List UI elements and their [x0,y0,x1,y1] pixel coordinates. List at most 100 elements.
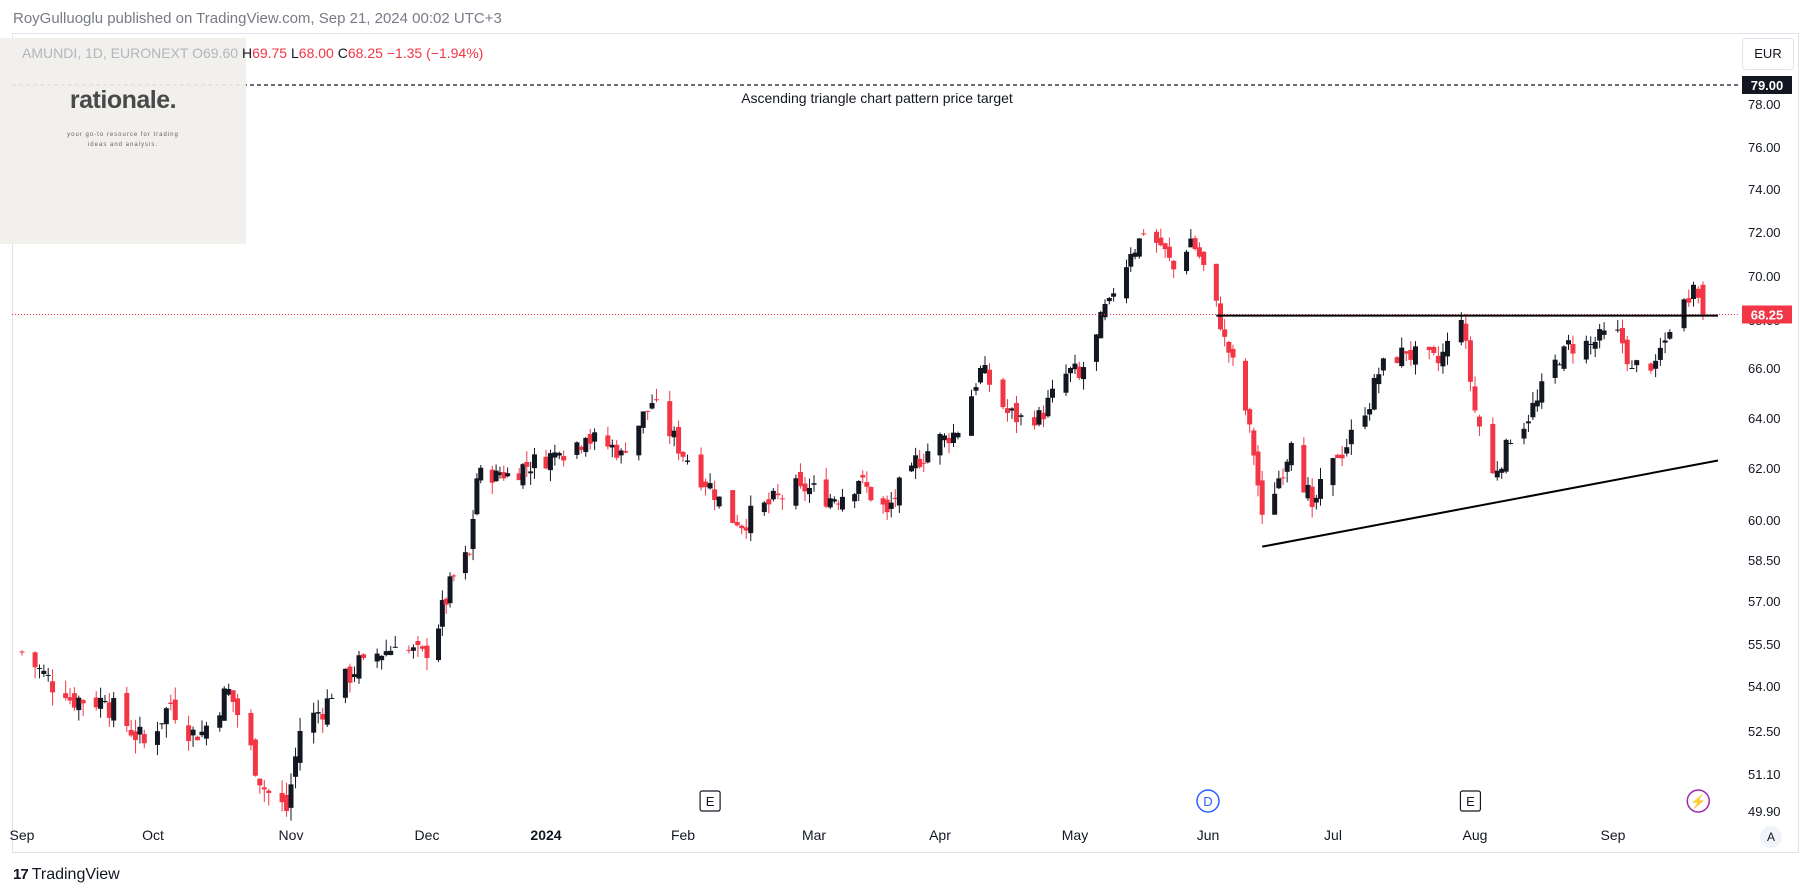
candle-body [1648,363,1654,371]
candle-body [1344,447,1350,454]
y-tick-label: 78.00 [1748,97,1781,112]
candle-body [257,778,263,786]
candle-body [172,699,178,721]
candle-body [623,451,629,453]
candle-body [436,628,442,661]
candle-body [1435,355,1441,364]
candle-body [1063,373,1069,393]
candle-body [106,702,112,718]
candle-body [1335,454,1341,458]
dividend-marker-label: D [1203,794,1212,809]
candle-body [1691,284,1697,299]
candle-body [707,483,713,489]
y-tick-label: 52.50 [1748,724,1781,739]
candle-body [186,725,192,742]
candle-body [543,456,549,469]
currency-button[interactable]: EUR [1742,38,1794,70]
high-value: 69.75 [252,45,288,61]
y-tick-label: 58.50 [1748,553,1781,568]
auto-scale-button[interactable]: A [1760,826,1782,848]
candle-body [552,452,558,458]
candle-body [493,470,499,482]
candle-body [1076,366,1082,378]
candle-body [1196,247,1202,257]
candle-body [667,401,673,437]
symbol-label[interactable]: AMUNDI, 1D, EURONEXT [22,45,189,61]
candle-body [524,462,530,467]
candle-body [716,496,722,507]
candle-body [159,723,165,725]
candle-body [1476,416,1482,427]
candle-body [1619,327,1625,344]
candle-body [199,731,205,736]
close-label: C [337,45,348,61]
candle-body [1394,357,1400,363]
open-label: O [192,45,203,61]
candle-body [946,437,952,444]
candle-body [797,471,803,487]
candle-body [505,473,511,477]
candle-body [680,451,686,457]
candle-body [1440,351,1446,367]
candle-body [80,699,86,704]
candle-body [913,455,919,469]
candle-body [1050,388,1055,398]
x-tick-label: Dec [415,827,440,843]
candle-body [19,651,25,653]
candle-body [1371,377,1377,410]
candle-body [474,478,480,515]
candle-body [342,668,348,698]
candle-body [1330,458,1336,486]
candle-body [609,444,615,448]
candle-body [1412,346,1418,365]
candle-body [1700,284,1706,315]
candle-body [547,453,553,471]
y-tick-label: 54.00 [1748,679,1781,694]
candle-body [1309,486,1315,507]
ohlc-legend[interactable]: AMUNDI, 1D, EURONEXT O69.60 H69.75 L68.0… [22,45,483,61]
candle-body [888,502,894,509]
x-tick-label: Aug [1463,827,1488,843]
candle-body [297,731,303,763]
candle-body [1458,320,1464,343]
candle-body [951,432,956,444]
candle-body [1111,293,1117,297]
tradingview-logo[interactable]: 17 TradingView [13,866,120,884]
candle-body [1251,430,1257,456]
candle-body [942,435,947,441]
candle-body [356,655,362,679]
candle-body [76,697,82,711]
candle-body [921,462,927,464]
watermark-tagline: your go-to resource for trading ideas an… [67,132,179,148]
split-marker-icon [1686,789,1711,813]
candle-body [1141,233,1147,235]
candle-body [102,701,108,703]
candle-body [1072,363,1078,370]
candle-body [978,368,983,383]
candle-body [1367,409,1373,415]
candle-body [578,446,584,450]
x-tick-label: May [1062,827,1088,843]
candle-body [1093,334,1099,362]
candle-body [1539,381,1545,403]
earnings-marker-label: E [706,794,715,809]
candle-body [614,444,620,458]
candle-body [261,787,267,790]
candle-body [1597,329,1603,341]
candle-body [556,453,562,456]
candle-body [605,435,611,447]
candle-body [770,490,776,500]
candle-body [1521,428,1527,439]
candle-body [388,650,394,655]
candle-body [447,576,453,604]
candle-body [561,456,567,461]
candle-body [466,553,472,555]
candle-body [864,482,870,487]
candle-body [1467,340,1473,382]
dividend-marker-icon [1196,789,1220,813]
candle-body [324,698,330,725]
candle-body [141,734,147,744]
candle-body [1472,386,1478,411]
candle-body [516,473,522,481]
